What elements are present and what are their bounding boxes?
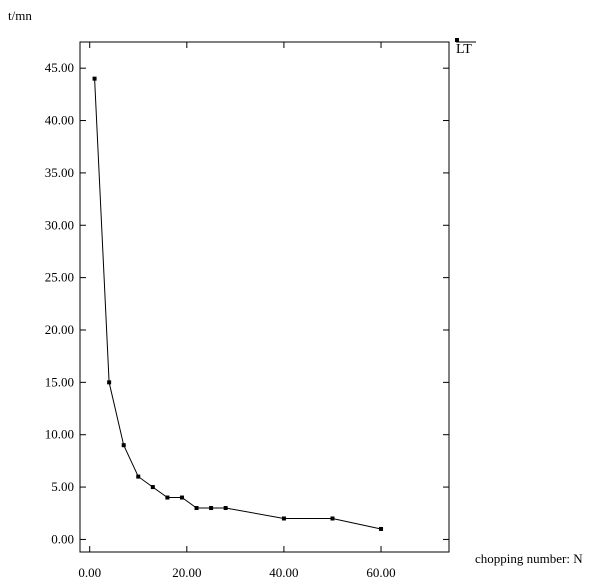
- x-tick-label: 20.00: [172, 565, 201, 580]
- y-tick-label: 15.00: [45, 374, 74, 389]
- x-axis-label: chopping number: N: [475, 551, 583, 566]
- data-point: [194, 506, 199, 511]
- data-point: [179, 495, 184, 500]
- y-tick-label: 10.00: [45, 427, 74, 442]
- data-point: [121, 443, 126, 448]
- data-point: [92, 76, 97, 81]
- y-tick-label: 40.00: [45, 113, 74, 128]
- y-tick-label: 35.00: [45, 165, 74, 180]
- x-tick-label: 0.00: [78, 565, 101, 580]
- series-line-lt: [94, 78, 382, 530]
- y-tick-label: 0.00: [51, 531, 74, 546]
- y-tick-label: 25.00: [45, 270, 74, 285]
- data-point: [209, 506, 214, 511]
- y-tick-label: 45.00: [45, 60, 74, 75]
- data-point: [150, 485, 155, 490]
- y-axis-label: t/mn: [8, 8, 32, 23]
- data-points: [92, 76, 384, 531]
- data-point: [165, 495, 170, 500]
- legend-marker: [455, 38, 459, 42]
- y-tick-label: 20.00: [45, 322, 74, 337]
- plot-frame: [79, 41, 450, 553]
- data-point: [379, 526, 384, 531]
- y-axis: 0.00 5.00 10.00 15.00 20.00 25.00 30.00 35.00 40…: [45, 60, 449, 546]
- x-axis: 0.00 20.00 40.00 60.00: [78, 42, 396, 580]
- data-point: [330, 516, 335, 521]
- legend-label: LT: [456, 42, 472, 57]
- x-tick-label: 40.00: [269, 565, 298, 580]
- x-tick-label: 60.00: [366, 565, 395, 580]
- data-point: [136, 474, 141, 479]
- y-tick-label: 5.00: [51, 479, 74, 494]
- y-tick-label: 30.00: [45, 217, 74, 232]
- data-point: [281, 516, 286, 521]
- data-point: [107, 380, 112, 385]
- data-point: [223, 506, 228, 511]
